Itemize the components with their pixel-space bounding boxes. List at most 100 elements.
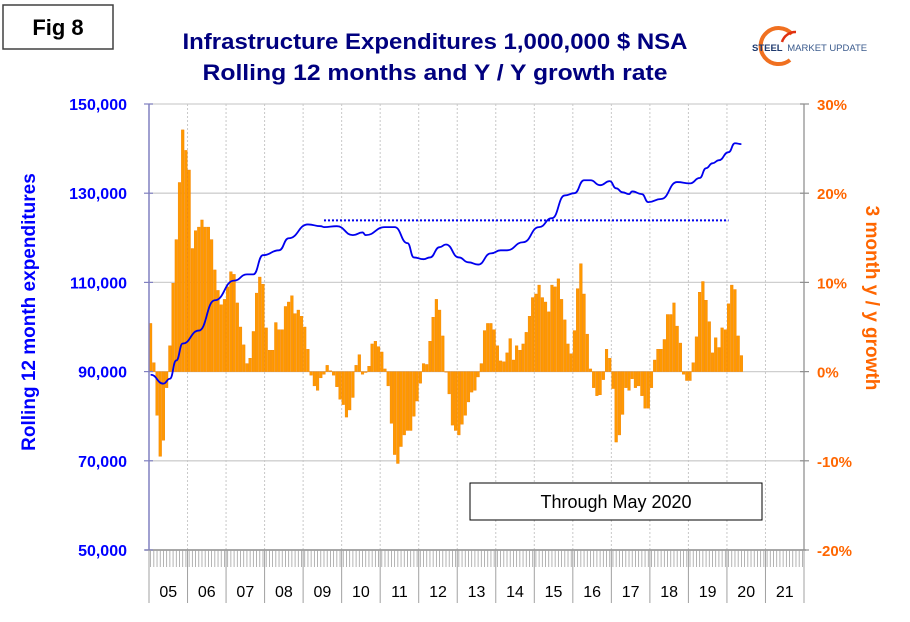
bar: [499, 360, 503, 372]
bar: [319, 371, 323, 379]
bar: [229, 271, 233, 372]
bar: [219, 304, 223, 372]
bar: [669, 314, 673, 372]
bar: [656, 349, 660, 372]
bar: [277, 329, 281, 372]
bar: [296, 309, 300, 372]
bar: [646, 371, 650, 409]
bar: [158, 371, 162, 457]
bar: [463, 371, 467, 416]
bar: [624, 371, 628, 388]
bar: [515, 345, 519, 372]
logo-text: MARKET UPDATE: [787, 43, 867, 54]
bar: [328, 370, 332, 372]
bar: [569, 353, 573, 372]
bar: [242, 344, 246, 372]
bar: [508, 338, 512, 372]
bar: [537, 284, 541, 372]
bar: [502, 361, 506, 372]
bar: [232, 274, 236, 372]
bar: [380, 351, 384, 372]
bar: [543, 301, 548, 372]
bar: [457, 371, 461, 436]
bar: [303, 326, 307, 372]
bar: [649, 371, 654, 388]
bar: [267, 349, 271, 372]
bar: [290, 295, 294, 372]
bar: [152, 362, 156, 372]
bar: [415, 371, 419, 402]
bar: [274, 322, 278, 372]
bar: [271, 349, 275, 372]
bar: [739, 355, 743, 372]
bar: [428, 341, 432, 372]
bar: [556, 278, 560, 372]
bar: [258, 276, 262, 372]
bar: [299, 316, 304, 372]
bar: [473, 371, 477, 391]
bar: [470, 371, 474, 393]
bar: [425, 364, 429, 372]
bar: [332, 371, 336, 376]
bar: [585, 333, 589, 372]
y-tick-label-right: 30%: [817, 97, 847, 114]
bar: [386, 371, 390, 387]
bar: [621, 371, 625, 415]
bar: [283, 306, 288, 372]
bar: [633, 371, 637, 388]
bar: [287, 301, 291, 372]
bar: [309, 371, 313, 376]
bar: [450, 371, 454, 426]
bar: [701, 281, 705, 372]
x-tick-label: 12: [429, 584, 447, 601]
bar: [312, 371, 316, 387]
bar: [672, 302, 676, 372]
bar: [418, 371, 422, 384]
x-tick-label: 16: [583, 584, 601, 601]
x-tick-label: 07: [236, 584, 254, 601]
bar: [582, 293, 586, 372]
figure-label: Fig 8: [32, 15, 83, 40]
bar: [261, 283, 265, 372]
bar: [733, 289, 737, 372]
steel-market-update-logo: STEEL MARKET UPDATE: [752, 26, 867, 66]
logo-text-bold: STEEL: [752, 43, 783, 54]
bar: [682, 371, 686, 375]
chart-title-line2: Rolling 12 months and Y / Y growth rate: [203, 60, 668, 85]
bar: [409, 371, 413, 431]
bar: [531, 297, 535, 372]
bar: [373, 341, 377, 372]
bar: [245, 363, 249, 372]
y-tick-label-left: 150,000: [69, 97, 127, 114]
bar: [226, 286, 230, 372]
bar: [566, 343, 570, 372]
x-tick-label: 05: [159, 584, 177, 601]
bar: [717, 347, 721, 372]
bar: [190, 248, 194, 372]
bar: [534, 293, 538, 372]
bar: [707, 321, 711, 372]
bar: [653, 359, 657, 372]
x-tick-label: 15: [545, 584, 563, 601]
bar: [354, 365, 358, 372]
bar: [344, 371, 349, 418]
bar: [553, 286, 557, 372]
bar: [489, 323, 493, 372]
bar: [492, 329, 496, 372]
bar: [659, 349, 663, 372]
bar: [614, 371, 618, 443]
bar: [264, 327, 268, 372]
bar: [441, 335, 445, 372]
y-tick-label-left: 90,000: [78, 365, 127, 382]
bar: [222, 299, 227, 372]
y-tick-label-left: 110,000: [70, 275, 127, 292]
bar: [486, 323, 490, 372]
y-axis-left-label: Rolling 12 month expenditures: [19, 173, 40, 451]
bar: [200, 219, 204, 372]
annotation-box: Through May 2020: [469, 482, 763, 521]
bar: [698, 292, 702, 372]
bar: [251, 331, 255, 372]
bar: [511, 359, 515, 372]
bar: [454, 371, 458, 431]
